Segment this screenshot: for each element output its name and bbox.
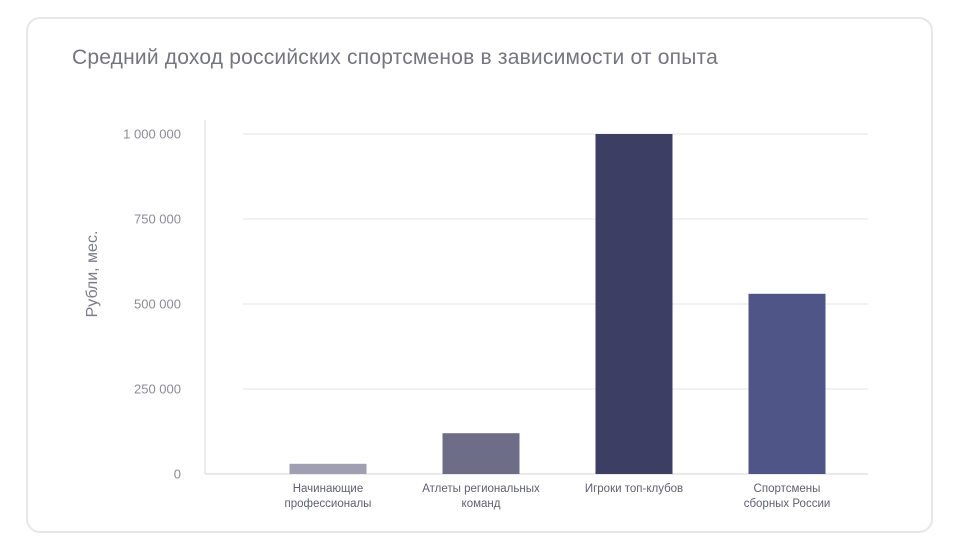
y-tick-label: 0 xyxy=(174,467,181,482)
y-tick-label: 750 000 xyxy=(134,212,181,227)
y-tick-labels: 0 250 000 500 000 750 000 1 000 000 xyxy=(123,127,181,482)
x-tick-label: Начинающие профессионалы xyxy=(285,483,372,510)
y-axis-label: Рубли, мес. xyxy=(84,231,101,318)
bar xyxy=(289,463,367,474)
y-tick-label: 250 000 xyxy=(134,382,181,397)
x-tick-label: Игроки топ-клубов xyxy=(585,483,683,495)
bar xyxy=(442,433,520,474)
x-tick-labels: Начинающие профессионалы Атлеты региональн… xyxy=(285,483,831,510)
bars xyxy=(289,134,826,474)
y-tick-label: 500 000 xyxy=(134,297,181,312)
chart-title: Средний доход российских спортсменов в з… xyxy=(72,46,718,69)
x-tick-label: Спортсмены сборных России xyxy=(744,483,831,510)
y-tick-label: 1 000 000 xyxy=(123,127,181,142)
x-tick-label: Атлеты региональных команд xyxy=(422,483,540,510)
bar xyxy=(748,293,826,474)
bar xyxy=(595,134,673,474)
